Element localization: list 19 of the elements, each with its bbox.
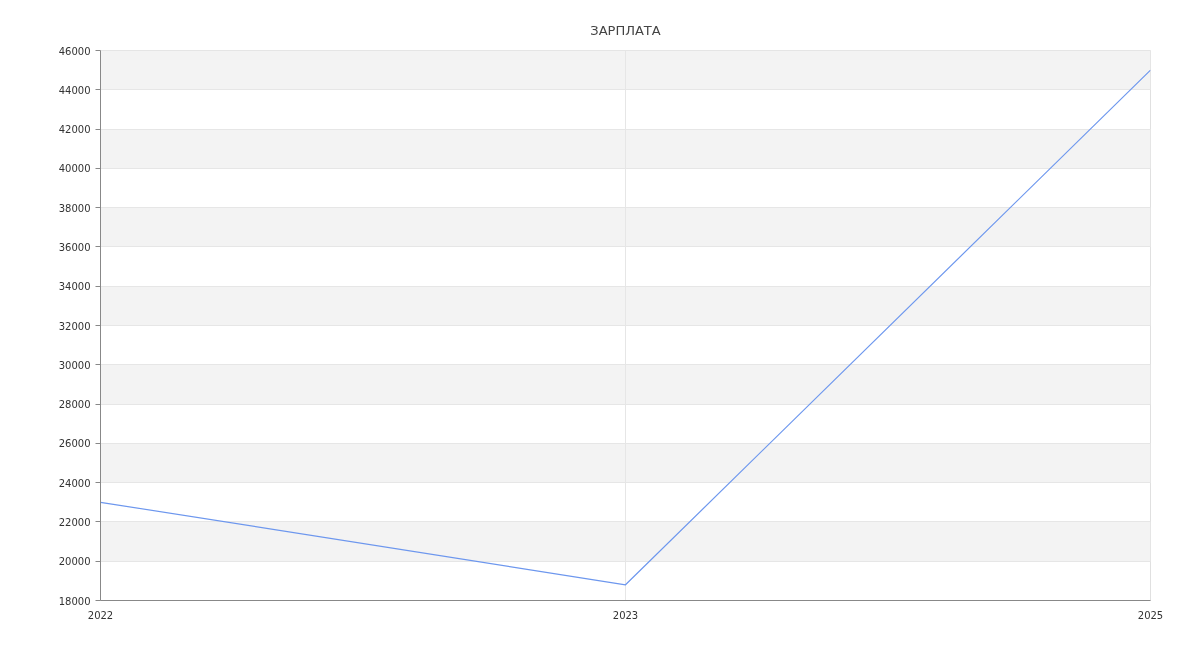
y-tick-label: 40000 [58, 163, 91, 175]
y-tick-label: 38000 [58, 202, 91, 214]
y-tick-label: 24000 [58, 477, 91, 489]
y-tick-label: 22000 [58, 516, 91, 528]
y-tick-label: 28000 [58, 399, 91, 411]
x-tick-label: 2023 [612, 609, 639, 621]
y-tick-label: 44000 [58, 84, 91, 96]
y-tick-label: 18000 [58, 595, 91, 607]
x-tick-label: 2025 [1137, 609, 1164, 621]
y-tick-label: 26000 [58, 438, 91, 450]
y-tick-label: 34000 [58, 281, 91, 293]
y-tick-label: 42000 [58, 124, 91, 136]
chart-title: ЗАРПЛАТА [590, 22, 661, 38]
x-tick-label: 2022 [87, 609, 114, 621]
y-tick-label: 30000 [58, 359, 91, 371]
y-tick-label: 36000 [58, 241, 91, 253]
y-tick-label: 46000 [58, 45, 91, 57]
y-tick-label: 20000 [58, 556, 91, 568]
y-tick-label: 32000 [58, 320, 91, 332]
